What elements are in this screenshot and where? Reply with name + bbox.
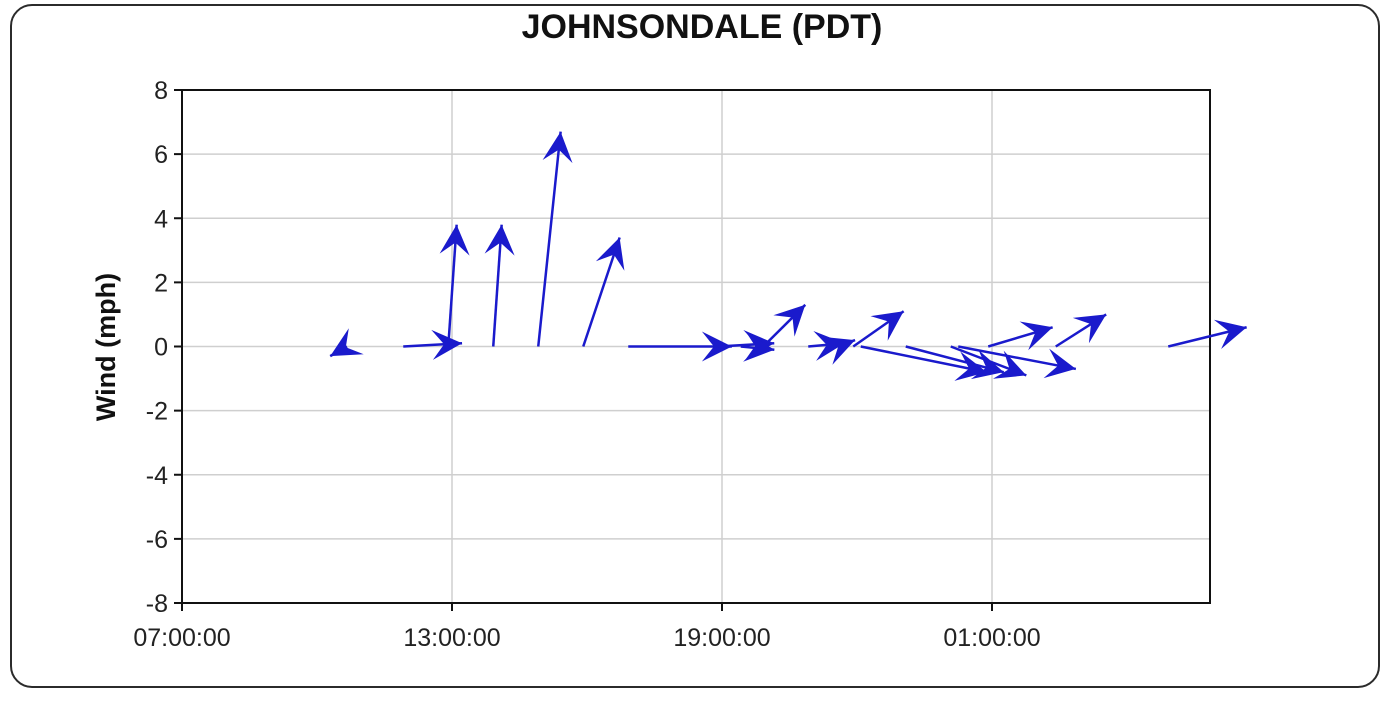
wind-arrow (987, 321, 1054, 351)
x-tick-label: 13:00:00 (403, 624, 500, 652)
y-tick-label: 8 (154, 77, 168, 105)
wind-arrow-head (484, 224, 515, 256)
wind-arrow (950, 345, 1027, 379)
y-tick-label: 4 (154, 205, 168, 233)
wind-arrow (1055, 313, 1107, 348)
wind-vectors (329, 131, 1247, 381)
wind-arrow-shaft (860, 345, 987, 374)
y-tick-label: 6 (154, 141, 168, 169)
wind-arrow (852, 310, 905, 348)
wind-arrow (329, 328, 364, 358)
wind-arrow-head (701, 331, 732, 362)
wind-arrow (740, 331, 775, 362)
wind-arrow-head (1072, 314, 1107, 344)
wind-arrow (905, 345, 1005, 380)
wind-arrow-head (813, 331, 845, 361)
wind-arrow (821, 336, 856, 365)
wind-arrow-head (1043, 348, 1076, 379)
wind-arrow (958, 345, 1077, 379)
wind-arrow-head (1213, 319, 1247, 349)
y-tick-label: 2 (154, 269, 168, 297)
wind-arrow (582, 237, 625, 347)
wind-arrow-head (870, 311, 904, 341)
wind-arrow (484, 224, 515, 347)
chart-title: JOHNSONDALE (PDT) (522, 8, 883, 46)
wind-arrow-shaft (447, 224, 458, 347)
wind-arrow (1167, 319, 1247, 349)
wind-arrow-shaft (492, 224, 503, 347)
wind-arrow (762, 303, 807, 348)
wind-arrow-head (330, 328, 364, 357)
y-tick-label: -6 (146, 526, 168, 554)
y-tick-label: -2 (146, 398, 168, 426)
wind-arrow-shaft (582, 237, 621, 347)
wind-arrow (537, 131, 573, 347)
wind-arrow-head (542, 131, 573, 164)
wind-arrow-head (773, 304, 806, 337)
y-tick-label: -8 (146, 590, 168, 618)
x-tick-label: 07:00:00 (133, 624, 230, 652)
y-axis-label: Wind (mph) (91, 273, 121, 421)
wind-arrow-head (970, 350, 1004, 380)
wind-arrow-head (821, 336, 855, 365)
wind-arrow (628, 331, 732, 362)
y-tick-label: -4 (146, 462, 168, 490)
wind-arrow-shaft (958, 345, 1077, 371)
wind-arrow-head (439, 224, 470, 256)
wind-arrow-head (743, 331, 775, 362)
x-tick-label: 19:00:00 (673, 624, 770, 652)
wind-arrow-head (431, 329, 463, 360)
x-tick-label: 01:00:00 (943, 624, 1040, 652)
wind-arrow (439, 224, 470, 347)
wind-arrow-shaft (537, 131, 562, 347)
wind-arrow-head (993, 350, 1027, 379)
wind-arrow-head (1019, 321, 1053, 351)
y-tick-label: 0 (154, 334, 168, 362)
x-axis: 07:00:00 13:00:00 19:00:00 01:00:00 (133, 603, 1041, 652)
wind-arrow-head (595, 237, 625, 271)
y-axis: 8 6 4 2 0 -2 -4 -6 -8 (146, 77, 182, 618)
wind-arrow (403, 329, 463, 360)
